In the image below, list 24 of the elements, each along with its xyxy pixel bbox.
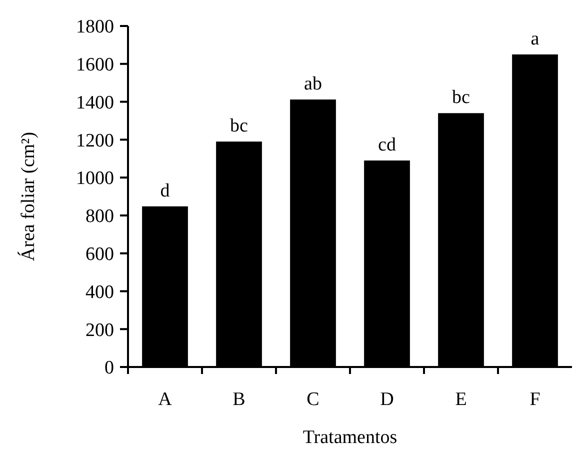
annotation: d: [160, 180, 170, 202]
y-tick-label: 1000: [76, 168, 114, 190]
x-tick-label: B: [232, 389, 246, 410]
x-tick-label: F: [530, 389, 540, 410]
annotation: bc: [230, 116, 248, 137]
y-tick-label: 200: [86, 320, 114, 341]
y-tick-label: 1800: [76, 16, 114, 38]
annotation: a: [530, 28, 540, 50]
x-tick-label: A: [158, 389, 172, 410]
y-tick-label: 1400: [76, 92, 114, 114]
y-tick-label: 0: [104, 358, 114, 379]
x-tick-label: E: [455, 389, 467, 410]
annotation: cd: [378, 134, 396, 156]
x-axis-title: Tratamentos: [302, 427, 398, 448]
annotation: bc: [452, 87, 470, 108]
y-tick-label: 400: [86, 282, 114, 303]
x-tick-label: D: [380, 389, 394, 410]
y-tick-label: 1200: [76, 130, 114, 152]
y-tick-label: 1600: [76, 54, 114, 76]
annotation: ab: [304, 74, 322, 95]
x-tick-label: C: [306, 389, 320, 410]
y-axis-title: Área foliar (cm²): [17, 132, 39, 262]
y-tick-label: 600: [86, 244, 114, 265]
y-tick-label: 800: [86, 206, 114, 228]
